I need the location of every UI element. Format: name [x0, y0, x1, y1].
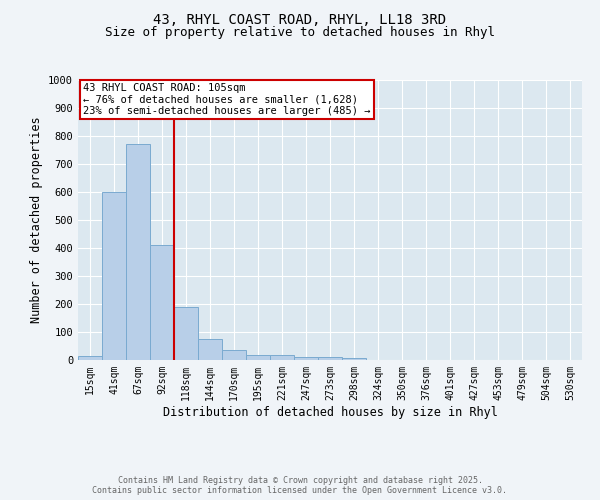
Text: 43 RHYL COAST ROAD: 105sqm
← 76% of detached houses are smaller (1,628)
23% of s: 43 RHYL COAST ROAD: 105sqm ← 76% of deta… [83, 83, 371, 116]
Y-axis label: Number of detached properties: Number of detached properties [29, 116, 43, 324]
Bar [342, 358, 366, 360]
Bar [174, 307, 198, 360]
Bar [126, 144, 150, 360]
Text: Contains HM Land Registry data © Crown copyright and database right 2025.
Contai: Contains HM Land Registry data © Crown c… [92, 476, 508, 495]
Bar [198, 339, 222, 360]
Bar [150, 245, 174, 360]
X-axis label: Distribution of detached houses by size in Rhyl: Distribution of detached houses by size … [163, 406, 497, 418]
Bar [270, 355, 294, 360]
Bar [294, 357, 318, 360]
Bar [222, 350, 246, 360]
Bar [78, 356, 102, 360]
Bar [246, 355, 270, 360]
Text: Size of property relative to detached houses in Rhyl: Size of property relative to detached ho… [105, 26, 495, 39]
Bar [318, 356, 342, 360]
Text: 43, RHYL COAST ROAD, RHYL, LL18 3RD: 43, RHYL COAST ROAD, RHYL, LL18 3RD [154, 12, 446, 26]
Bar [102, 192, 126, 360]
